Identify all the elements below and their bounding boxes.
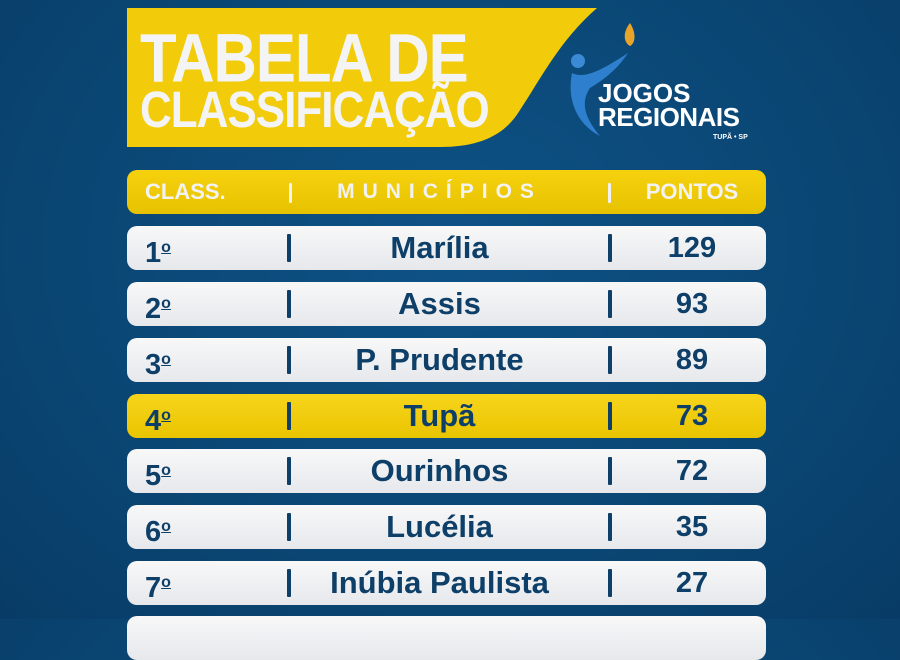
table-row: 3o P. Prudente 89 [127, 338, 766, 382]
row-municipality: Assis [398, 286, 481, 321]
table-header: CLASS. MUNICÍPIOS PONTOS [127, 170, 766, 214]
jogos-regionais-logo [570, 23, 635, 136]
row-position: 3o [145, 349, 171, 381]
divider [287, 234, 291, 262]
divider [608, 234, 612, 262]
table-row: 2o Assis 93 [127, 282, 766, 326]
row-points: 35 [675, 511, 709, 543]
divider [608, 569, 612, 597]
row-position: 6o [145, 516, 171, 548]
divider [287, 290, 291, 318]
row-points: 129 [667, 232, 717, 264]
table-row: 5o Ourinhos 72 [127, 449, 766, 493]
divider [287, 513, 291, 541]
logo-line-1: JOGOS [598, 78, 691, 108]
divider [608, 290, 612, 318]
header-municipality: MUNICÍPIOS [337, 180, 542, 203]
row-position: 2o [145, 293, 171, 325]
row-municipality: Ourinhos [370, 453, 509, 488]
row-municipality: Inúbia Paulista [330, 565, 549, 600]
logo-line-3: TUPÃ • SP [713, 134, 748, 141]
row-points: 27 [675, 567, 709, 599]
table-row: 7o Inúbia Paulista 27 [127, 561, 766, 605]
row-points: 89 [675, 344, 709, 376]
table-row: 6o Lucélia 35 [127, 505, 766, 549]
divider [608, 402, 612, 430]
row-position: 4o [145, 405, 171, 437]
logo-line-2: REGIONAIS [598, 102, 740, 132]
divider [287, 457, 291, 485]
title-line-1: TABELA DE [140, 19, 469, 97]
table-row: 1o Marília 129 [127, 226, 766, 270]
header-points: PONTOS [645, 179, 739, 204]
table-row: 4o Tupã 73 [127, 394, 766, 438]
divider [608, 346, 612, 374]
title-line-2: CLASSIFICAÇÃO [140, 82, 490, 139]
row-position: 7o [145, 572, 171, 604]
row-municipality: Tupã [403, 398, 476, 433]
row-position: 5o [145, 460, 171, 492]
header-position: CLASS. [145, 179, 226, 204]
divider [608, 513, 612, 541]
divider [608, 183, 611, 203]
divider [287, 346, 291, 374]
row-municipality: P. Prudente [355, 342, 524, 377]
row-points: 93 [675, 288, 709, 320]
row-municipality: Marília [390, 230, 489, 265]
title-banner [127, 8, 597, 147]
divider [289, 183, 292, 203]
row-municipality: Lucélia [386, 509, 493, 544]
row-position: 1o [145, 237, 171, 269]
divider [287, 402, 291, 430]
divider [287, 569, 291, 597]
row-points: 73 [675, 400, 709, 432]
divider [608, 457, 612, 485]
table-row-partial [127, 616, 766, 660]
row-points: 72 [675, 455, 709, 487]
